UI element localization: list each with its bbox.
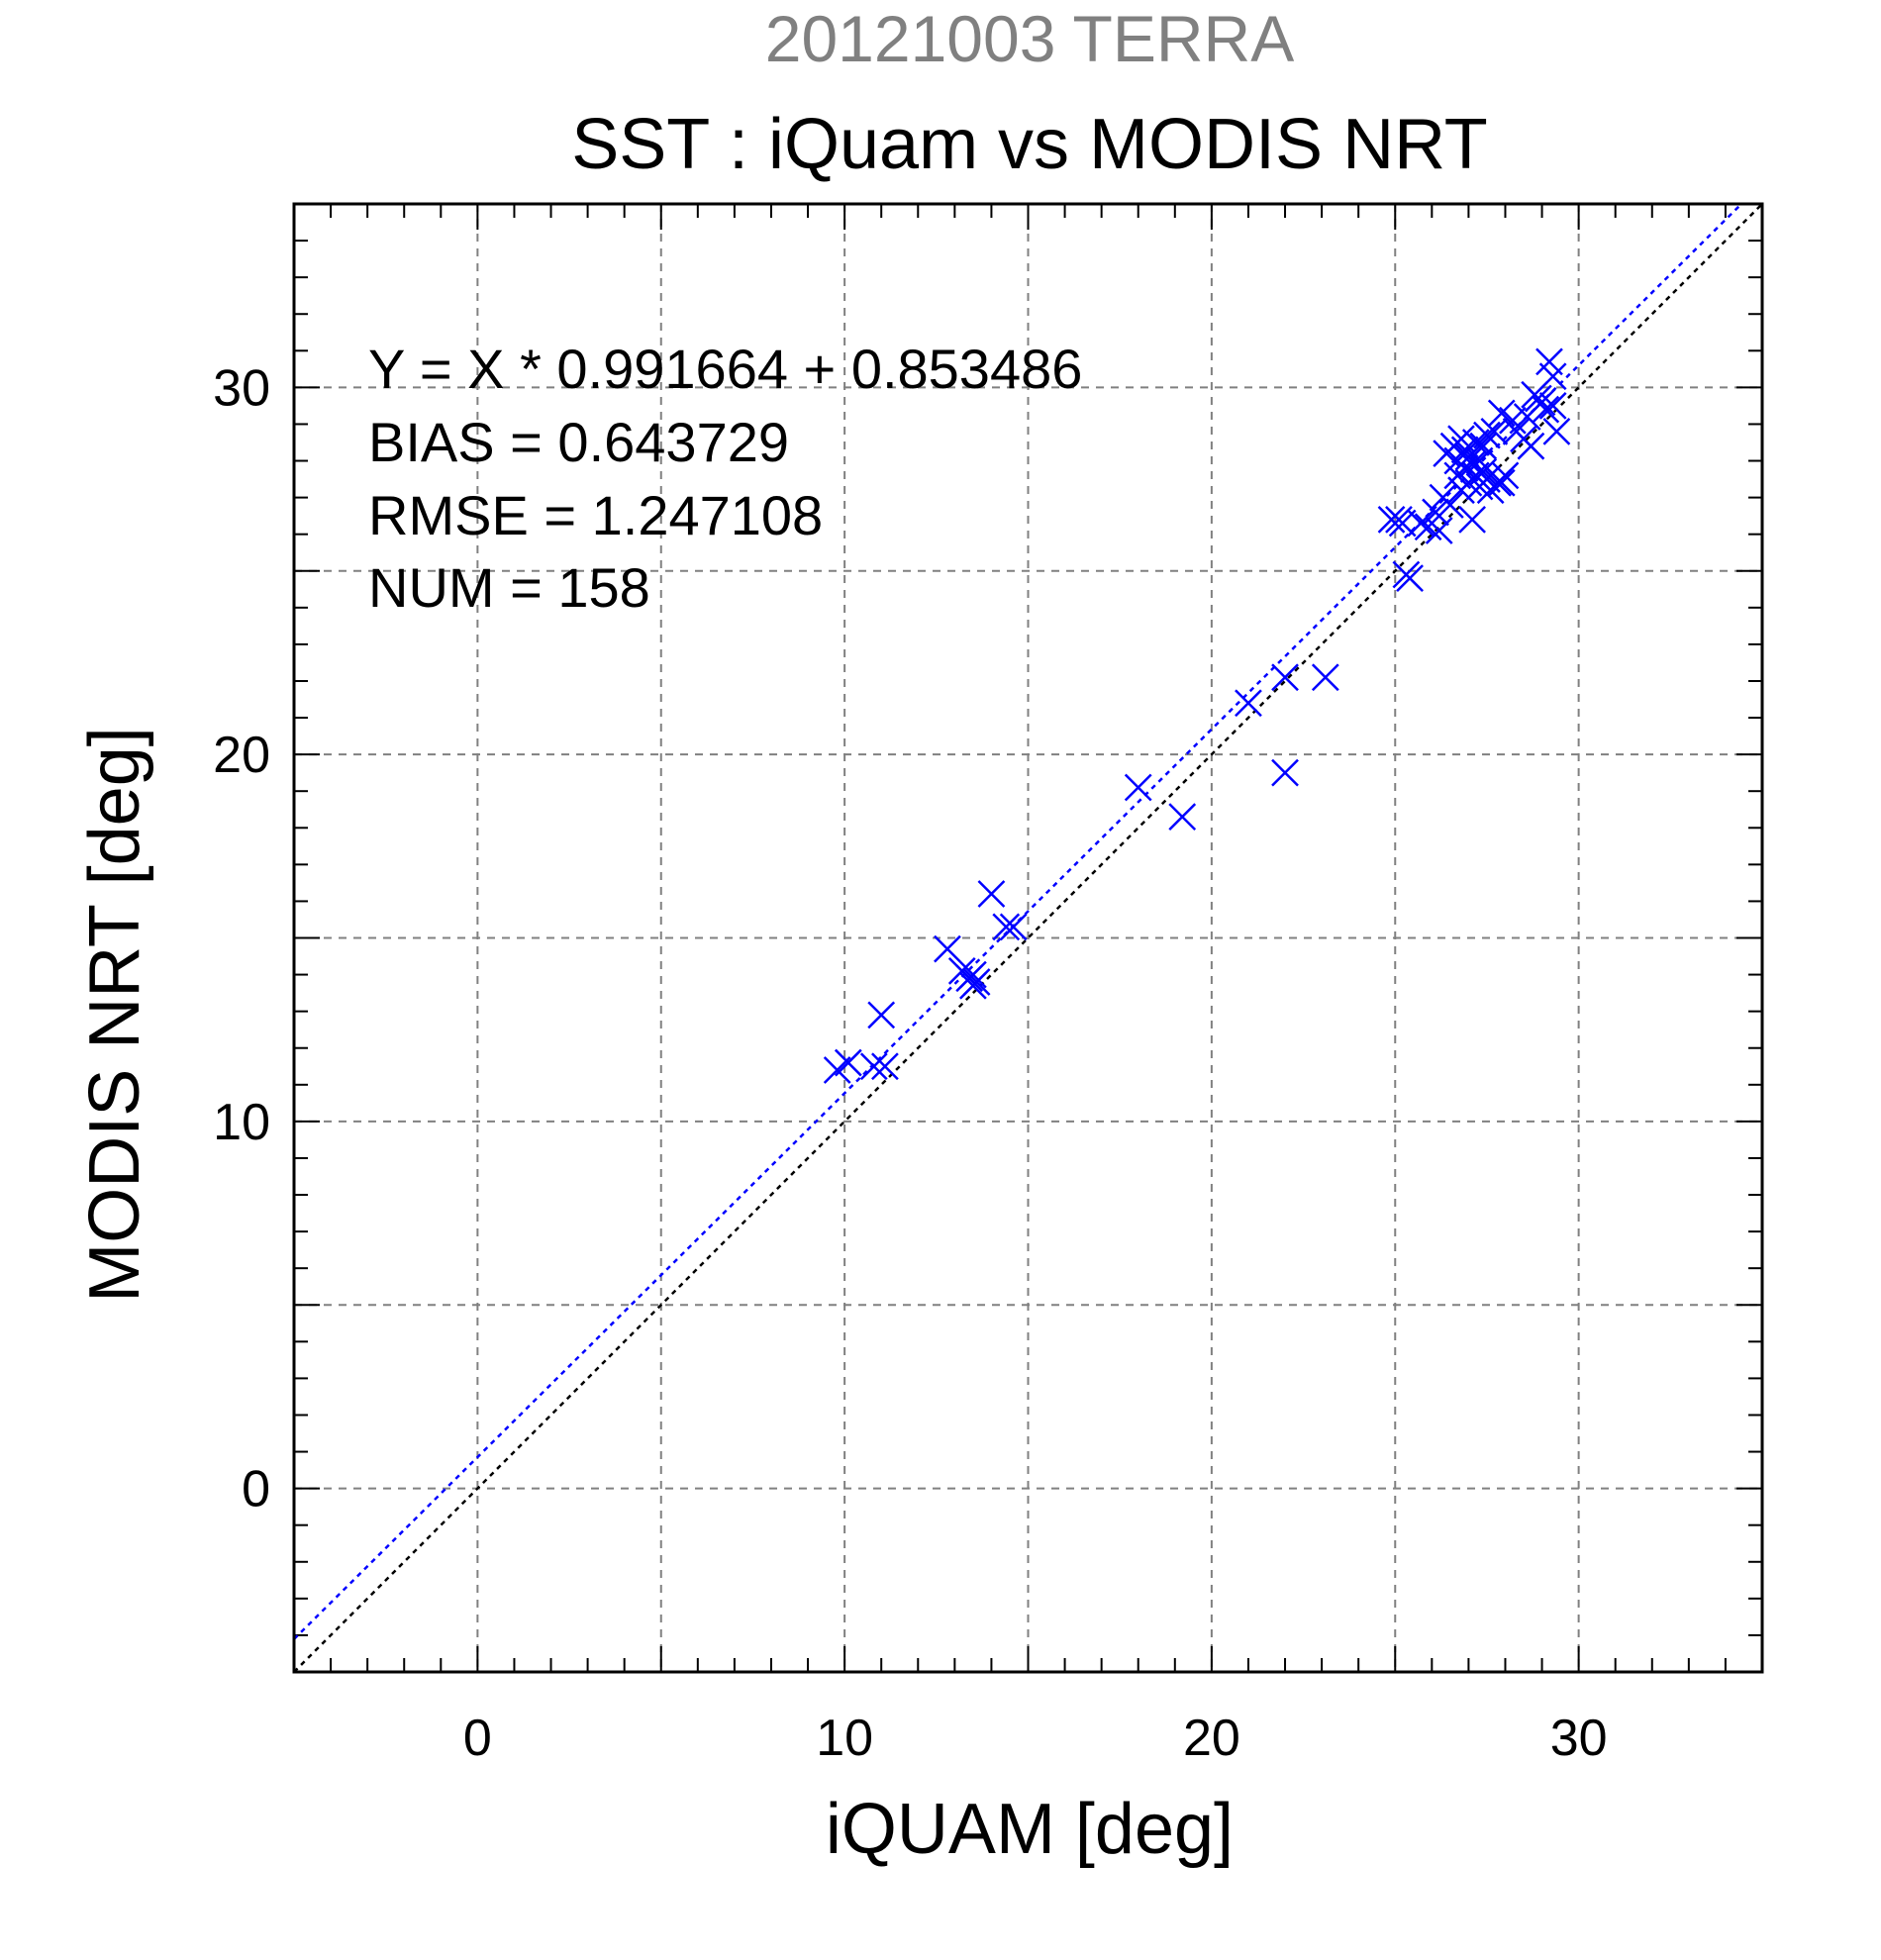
stat-fit-equation: Y = X * 0.991664 + 0.853486: [368, 338, 1082, 400]
reference-lines: [293, 203, 1763, 1673]
data-point: [1422, 498, 1449, 527]
data-point: [959, 960, 987, 989]
data-point: [1491, 461, 1520, 490]
data-point: [1414, 513, 1442, 541]
x-tick-label: 20: [1183, 1710, 1240, 1767]
data-point: [1377, 505, 1406, 534]
y-tick-label: 0: [242, 1461, 270, 1519]
data-point: [999, 913, 1028, 941]
chart-title: SST : iQuam vs MODIS NRT: [571, 105, 1488, 184]
grid-lines: [294, 204, 1762, 1672]
data-point: [1480, 417, 1509, 445]
data-point: [1124, 773, 1152, 802]
data-point: [977, 880, 1006, 908]
data-point: [1407, 509, 1436, 538]
fit-line: [293, 203, 1742, 1640]
x-tick-label: 0: [463, 1710, 492, 1767]
data-point: [1235, 689, 1262, 718]
plot-frame: [292, 202, 1764, 1674]
data-point: [992, 913, 1021, 941]
data-point: [1271, 663, 1299, 692]
y-tick-labels: 0 10 20 30: [213, 359, 270, 1518]
data-point: [1517, 432, 1545, 460]
y-tick-label: 10: [213, 1094, 270, 1151]
data-points: [823, 347, 1571, 1084]
y-tick-label: 20: [213, 727, 270, 784]
stat-rmse: RMSE = 1.247108: [368, 484, 823, 546]
data-point: [1458, 505, 1486, 534]
data-point: [1542, 417, 1571, 445]
data-point: [871, 1052, 899, 1081]
data-point: [1487, 468, 1516, 497]
y-tick-label: 30: [213, 359, 270, 417]
x-tick-labels: 0 10 20 30: [463, 1710, 1608, 1767]
data-point: [962, 968, 991, 996]
data-point: [834, 1048, 862, 1077]
data-point: [1532, 395, 1560, 424]
data-point: [867, 1001, 896, 1029]
x-axis-label: iQUAM [deg]: [826, 1790, 1234, 1869]
data-point: [859, 1052, 888, 1081]
stat-num: NUM = 158: [368, 556, 650, 619]
data-point: [1469, 432, 1498, 460]
x-tick-label: 30: [1550, 1710, 1608, 1767]
data-point: [1311, 663, 1339, 692]
data-point: [1425, 517, 1453, 544]
data-point: [1538, 362, 1567, 391]
data-point: [1473, 421, 1501, 449]
data-point: [934, 934, 961, 963]
data-point: [1436, 491, 1464, 519]
x-tick-label: 10: [816, 1710, 873, 1767]
data-point: [1396, 564, 1424, 593]
stat-bias: BIAS = 0.643729: [368, 411, 789, 473]
fit-statistics: Y = X * 0.991664 + 0.853486 BIAS = 0.643…: [368, 338, 1082, 619]
data-point: [1168, 803, 1197, 832]
data-point: [1271, 758, 1299, 787]
y-axis-label: MODIS NRT [deg]: [75, 727, 154, 1303]
data-point: [1528, 388, 1556, 417]
data-point: [1538, 392, 1567, 420]
chart-supertitle: 20121003 TERRA: [765, 2, 1294, 75]
